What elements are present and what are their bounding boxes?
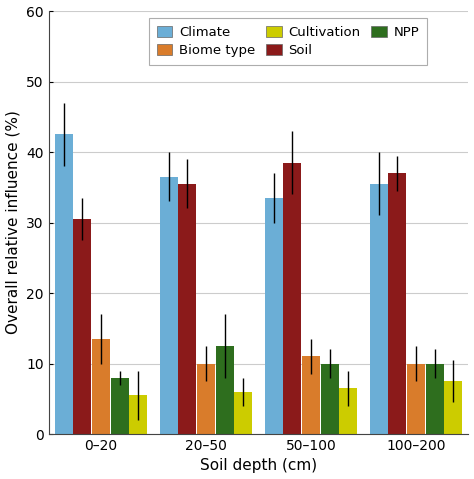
Bar bbox=[234, 392, 253, 434]
Legend: Climate, Biome type, Cultivation, Soil, NPP: Climate, Biome type, Cultivation, Soil, … bbox=[149, 18, 427, 65]
Bar bbox=[339, 388, 357, 434]
Bar bbox=[178, 184, 196, 434]
Bar bbox=[320, 364, 339, 434]
Bar bbox=[216, 346, 234, 434]
Bar bbox=[407, 364, 425, 434]
Bar bbox=[160, 177, 178, 434]
Bar bbox=[197, 364, 215, 434]
Bar bbox=[264, 198, 283, 434]
Bar bbox=[129, 395, 147, 434]
X-axis label: Soil depth (cm): Soil depth (cm) bbox=[200, 458, 317, 473]
Bar bbox=[370, 184, 388, 434]
Bar bbox=[426, 364, 444, 434]
Bar bbox=[111, 377, 129, 434]
Bar bbox=[73, 219, 91, 434]
Y-axis label: Overall relative influence (%): Overall relative influence (%) bbox=[6, 111, 20, 334]
Bar bbox=[302, 356, 320, 434]
Bar bbox=[55, 135, 73, 434]
Bar bbox=[92, 339, 110, 434]
Bar bbox=[283, 163, 301, 434]
Bar bbox=[388, 173, 406, 434]
Bar bbox=[444, 381, 462, 434]
